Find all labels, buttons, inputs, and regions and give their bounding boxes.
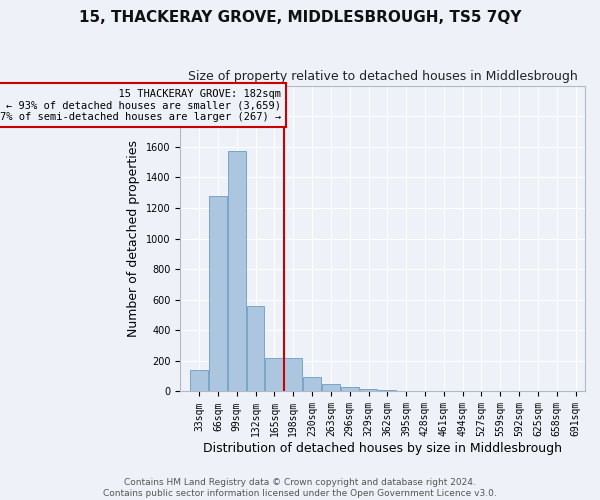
Bar <box>190 370 208 392</box>
Title: Size of property relative to detached houses in Middlesbrough: Size of property relative to detached ho… <box>188 70 577 83</box>
Bar <box>341 387 359 392</box>
Bar <box>359 389 377 392</box>
Text: Contains HM Land Registry data © Crown copyright and database right 2024.
Contai: Contains HM Land Registry data © Crown c… <box>103 478 497 498</box>
Bar <box>209 196 227 392</box>
Y-axis label: Number of detached properties: Number of detached properties <box>127 140 140 337</box>
Bar <box>303 377 321 392</box>
Bar <box>322 384 340 392</box>
Text: 15 THACKERAY GROVE: 182sqm
← 93% of detached houses are smaller (3,659)
7% of se: 15 THACKERAY GROVE: 182sqm ← 93% of deta… <box>0 88 281 122</box>
Bar <box>247 306 265 392</box>
Bar <box>284 358 302 392</box>
X-axis label: Distribution of detached houses by size in Middlesbrough: Distribution of detached houses by size … <box>203 442 562 455</box>
Bar <box>228 152 245 392</box>
Text: 15, THACKERAY GROVE, MIDDLESBROUGH, TS5 7QY: 15, THACKERAY GROVE, MIDDLESBROUGH, TS5 … <box>79 10 521 25</box>
Bar <box>379 390 396 392</box>
Bar <box>265 358 283 392</box>
